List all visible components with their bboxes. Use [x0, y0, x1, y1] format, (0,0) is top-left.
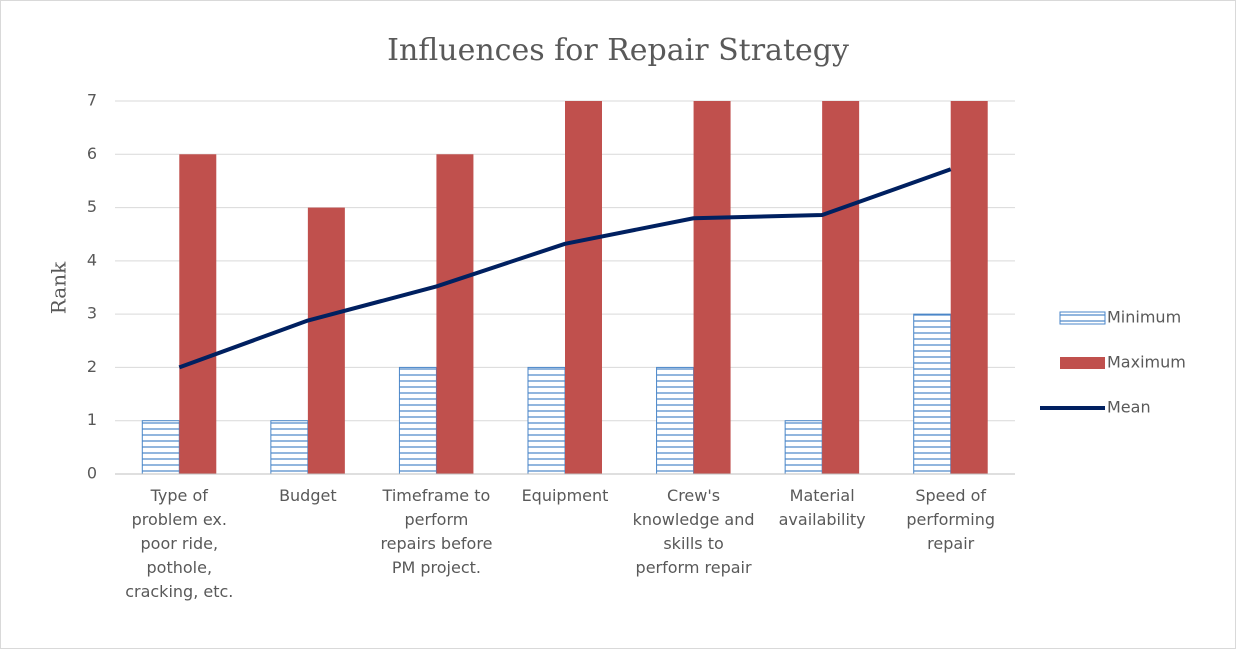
legend-label: Minimum — [1107, 308, 1181, 327]
y-tick-label: 3 — [87, 304, 97, 323]
y-tick-label: 4 — [87, 250, 97, 269]
y-axis-label: Rank — [47, 261, 71, 314]
y-tick-label: 7 — [87, 91, 97, 110]
legend-marker — [1059, 311, 1106, 325]
x-tick-label: Equipment — [521, 486, 609, 505]
x-tick-label: Crew's knowledge and skills to perform r… — [632, 486, 755, 577]
x-tick-label: Timeframe to perform repairs before PM p… — [380, 486, 493, 577]
bar — [822, 101, 860, 474]
x-tick-label: Type of problem ex. poor ride, pothole, … — [125, 486, 234, 601]
line-series — [178, 167, 952, 370]
y-tick-label: 5 — [87, 197, 97, 216]
x-tick-label: Speed of performing repair — [906, 486, 996, 553]
chart-title: Influences for Repair Strategy — [387, 33, 849, 68]
x-tick-label: Material availability — [778, 486, 866, 529]
y-tick-label: 1 — [87, 410, 97, 429]
bar — [141, 420, 180, 475]
bar — [270, 420, 309, 475]
bar — [527, 366, 566, 475]
bar — [693, 101, 731, 474]
x-tick-label: Budget — [279, 486, 337, 505]
y-tick-label: 6 — [87, 144, 97, 163]
bar — [950, 101, 988, 474]
bar — [565, 101, 602, 474]
bar — [436, 154, 474, 475]
bar — [307, 207, 345, 475]
legend-label: Mean — [1107, 398, 1151, 417]
y-tick-label: 2 — [87, 357, 97, 376]
bar — [913, 313, 952, 475]
bar — [656, 366, 695, 475]
bar — [398, 366, 437, 475]
y-tick-label: 0 — [87, 464, 97, 483]
legend-marker — [1060, 357, 1105, 369]
bar — [784, 420, 823, 475]
legend-label: Maximum — [1107, 353, 1186, 372]
bar — [179, 154, 217, 475]
